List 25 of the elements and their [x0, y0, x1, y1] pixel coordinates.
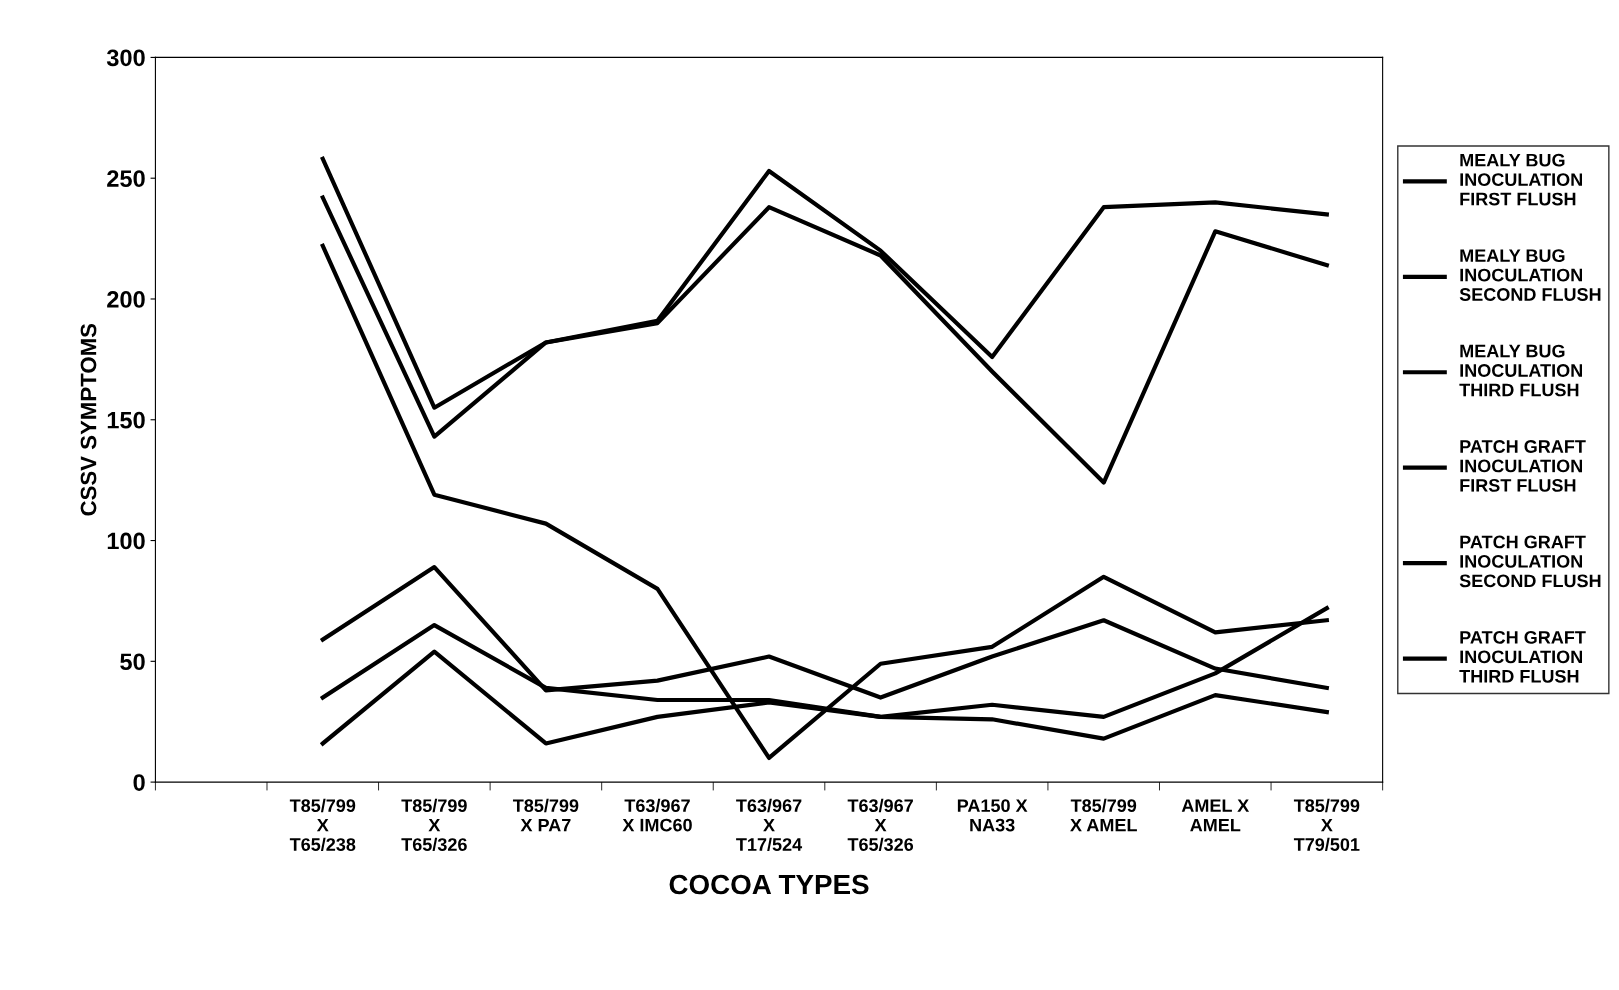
legend-label: MEALY BUG INOCULATION FIRST FLUSH — [1460, 153, 1583, 206]
x-tick-label: T63/967 X IMC60 — [622, 798, 692, 832]
y-tick-label: 150 — [107, 411, 145, 429]
x-tick-label: T85/799 X T65/238 — [289, 798, 356, 852]
legend-label: PATCH GRAFT INOCULATION SECOND FLUSH — [1459, 535, 1601, 588]
y-tick-label: 300 — [106, 49, 145, 67]
legend-label: PATCH GRAFT INOCULATION FIRST FLUSH — [1460, 440, 1586, 492]
x-tick-label: T85/799 X AMEL — [1070, 798, 1137, 832]
legend-label: PATCH GRAFT INOCULATION THIRD FLUSH — [1459, 631, 1586, 683]
x-axis-title: COCOA TYPES — [669, 874, 869, 895]
y-tick-label: 0 — [133, 774, 145, 791]
y-tick-label: 100 — [107, 532, 145, 550]
x-tick-label: PA150 X NA33 — [957, 799, 1028, 832]
x-tick-label: T85/799 X T79/501 — [1293, 798, 1360, 852]
legend-label: MEALY BUG INOCULATION THIRD FLUSH — [1459, 344, 1583, 397]
y-tick-label: 50 — [120, 653, 145, 671]
x-tick-label: T63/967 X T17/524 — [736, 798, 803, 852]
y-tick-label: 200 — [107, 291, 145, 308]
x-tick-label: T85/799 X T65/326 — [401, 798, 467, 852]
y-tick-label: 250 — [107, 170, 145, 187]
x-tick-label: T63/967 X T65/326 — [847, 798, 914, 852]
x-tick-label: AMEL X AMEL — [1181, 799, 1250, 832]
x-tick-label: T85/799 X PA7 — [512, 798, 579, 832]
legend-label: MEALY BUG INOCULATION SECOND FLUSH — [1459, 249, 1601, 301]
y-axis-title: CSSV SYMPTOMS — [80, 323, 97, 516]
